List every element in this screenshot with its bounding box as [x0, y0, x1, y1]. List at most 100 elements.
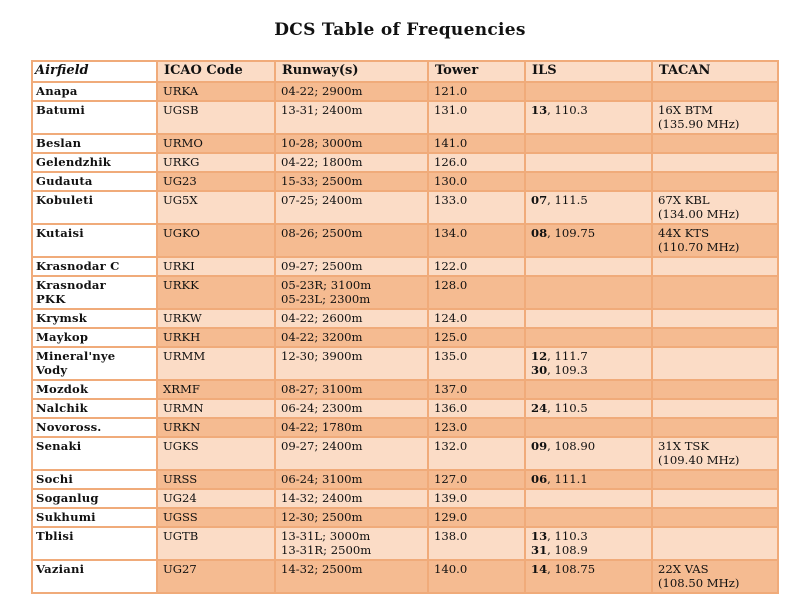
- table-row: Batumi UGSB 13-31; 2400m 131.0 13, 110.3 16X …: [31, 100, 779, 135]
- icao-code-cell: UGSB: [156, 100, 276, 135]
- ils-cell: [524, 133, 653, 154]
- icao-code: URKW: [163, 311, 202, 325]
- tacan-cell: [651, 327, 779, 348]
- tower-cell: 138.0: [427, 526, 526, 561]
- runways-cell: 13-31; 2400m: [274, 100, 429, 135]
- ils-entry: 07, 111.5: [531, 193, 647, 207]
- ils-frequency: , 109.3: [547, 363, 588, 377]
- runway-entry: 04-22; 1800m: [281, 155, 363, 169]
- icao-code: URKG: [163, 155, 200, 169]
- airfield-name: Anapa: [36, 84, 78, 98]
- runway-entry: 09-27; 2500m: [281, 259, 363, 273]
- ils-cell: [524, 379, 653, 400]
- icao-code: UGKO: [163, 226, 200, 240]
- icao-code-cell: URKA: [156, 81, 276, 102]
- ils-runway: 06: [531, 472, 548, 486]
- ils-cell: [524, 488, 653, 509]
- ils-runway: 08: [531, 226, 548, 240]
- icao-code: URMO: [163, 136, 203, 150]
- table-row: Maykop URKH 04-22; 3200m 125.0: [31, 327, 779, 348]
- tower-cell: 130.0: [427, 171, 526, 192]
- tower-frequency: 139.0: [434, 491, 468, 505]
- runway-entry: 08-27; 3100m: [281, 382, 363, 396]
- icao-code-cell: URKN: [156, 417, 276, 438]
- airfield-name-cell: Sochi: [31, 469, 158, 490]
- ils-cell: 07, 111.5: [524, 190, 653, 225]
- ils-cell: [524, 327, 653, 348]
- runway-entry: 08-26; 2500m: [281, 226, 363, 240]
- airfield-name: Tblisi: [36, 529, 74, 543]
- tacan-entry: (110.70 MHz): [658, 240, 740, 254]
- page-title: DCS Table of Frequencies: [274, 20, 526, 40]
- icao-code-cell: UG5X: [156, 190, 276, 225]
- header-tower: Tower: [427, 60, 526, 83]
- airfield-name-cell: Vaziani: [31, 559, 158, 594]
- ils-runway: 13: [531, 103, 548, 117]
- ils-runway: 24: [531, 401, 548, 415]
- airfield-name-cell: Nalchik: [31, 398, 158, 419]
- icao-code-cell: UG27: [156, 559, 276, 594]
- icao-code-cell: UG23: [156, 171, 276, 192]
- table-row: Beslan URMO 10-28; 3000m 141.0: [31, 133, 779, 154]
- runway-entry: 04-22; 2600m: [281, 311, 363, 325]
- runways-cell: 09-27; 2400m: [274, 436, 429, 471]
- runway-entry: 14-32; 2400m: [281, 491, 363, 505]
- icao-code-cell: UGKO: [156, 223, 276, 258]
- tacan-cell: [651, 308, 779, 329]
- runway-entry: 13-31R; 2500m: [281, 543, 372, 557]
- tower-frequency: 124.0: [434, 311, 468, 325]
- tacan-cell: 16X BTM (135.90 MHz): [651, 100, 779, 135]
- runways-cell: 14-32; 2500m: [274, 559, 429, 594]
- tower-frequency: 121.0: [434, 84, 468, 98]
- airfield-name: Sochi: [36, 472, 73, 486]
- ils-frequency: , 110.5: [547, 401, 588, 415]
- runway-entry: 06-24; 3100m: [281, 472, 363, 486]
- icao-code: URKA: [163, 84, 199, 98]
- airfield-name-cell: Beslan: [31, 133, 158, 154]
- tacan-cell: [651, 133, 779, 154]
- tower-cell: 134.0: [427, 223, 526, 258]
- airfield-name: Sukhumi: [36, 510, 96, 524]
- tacan-cell: [651, 488, 779, 509]
- tower-frequency: 123.0: [434, 420, 468, 434]
- icao-code: URMM: [163, 349, 206, 363]
- tower-cell: 128.0: [427, 275, 526, 310]
- tacan-entry: (109.40 MHz): [658, 453, 740, 467]
- icao-code: UGSS: [163, 510, 198, 524]
- ils-frequency: , 108.9: [547, 543, 588, 557]
- airfield-name-cell: Tblisi: [31, 526, 158, 561]
- table-row: Novoross. URKN 04-22; 1780m 123.0: [31, 417, 779, 438]
- runways-cell: 13-31L; 3000m 13-31R; 2500m: [274, 526, 429, 561]
- ils-entry: 31, 108.9: [531, 543, 647, 557]
- airfield-name-cell: Krasnodar PKK: [31, 275, 158, 310]
- ils-cell: [524, 275, 653, 310]
- tower-cell: 127.0: [427, 469, 526, 490]
- icao-code-cell: UGTB: [156, 526, 276, 561]
- airfield-name: Krasnodar C: [36, 259, 120, 273]
- airfield-name-cell: Batumi: [31, 100, 158, 135]
- ils-frequency: , 108.75: [547, 562, 596, 576]
- icao-code-cell: URSS: [156, 469, 276, 490]
- tacan-cell: [651, 417, 779, 438]
- ils-cell: 08, 109.75: [524, 223, 653, 258]
- tower-frequency: 128.0: [434, 278, 468, 292]
- ils-frequency: , 109.75: [547, 226, 596, 240]
- header-runways: Runway(s): [274, 60, 429, 83]
- icao-code-cell: URKI: [156, 256, 276, 277]
- tower-frequency: 141.0: [434, 136, 468, 150]
- tower-cell: 126.0: [427, 152, 526, 173]
- tower-frequency: 129.0: [434, 510, 468, 524]
- ils-runway: 31: [531, 543, 548, 557]
- icao-code: UG27: [163, 562, 197, 576]
- tower-frequency: 132.0: [434, 439, 468, 453]
- icao-code: URSS: [163, 472, 198, 486]
- airfield-name-cell: Gelendzhik: [31, 152, 158, 173]
- table-row: Gudauta UG23 15-33; 2500m 130.0: [31, 171, 779, 192]
- airfield-name: Krasnodar: [36, 278, 106, 292]
- icao-code: URKI: [163, 259, 195, 273]
- airfield-name: Nalchik: [36, 401, 88, 415]
- runways-cell: 08-26; 2500m: [274, 223, 429, 258]
- ils-cell: 13, 110.3 31, 108.9: [524, 526, 653, 561]
- table-row: Sochi URSS 06-24; 3100m 127.0 06, 111.1: [31, 469, 779, 490]
- header-airfield: Airfield: [31, 60, 158, 83]
